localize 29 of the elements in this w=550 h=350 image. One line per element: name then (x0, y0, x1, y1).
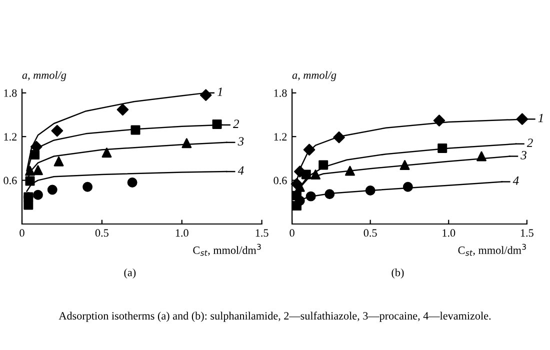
x-tick-label: 0.5 (364, 229, 377, 237)
x-tick-label: 1.5 (520, 229, 534, 237)
x-axis-title: C$_{st}$, mmol/dm$^{3}$ (458, 244, 526, 256)
y-tick-label: 1.2 (274, 133, 287, 141)
legend-label: 3 (520, 150, 526, 160)
x-tick-label: 0 (20, 229, 24, 237)
x-axis-title: C$_{st}$, mmol/dm$^{3}$ (193, 244, 261, 256)
x-tick-label: 1.0 (442, 229, 456, 237)
y-axis-title: a, mmol/g (292, 71, 336, 82)
y-tick-label: 0.6 (274, 176, 287, 184)
y-axis-title: a, mmol/g (22, 71, 66, 82)
x-tick-label: 0 (290, 229, 294, 237)
legend-label: 1 (538, 114, 543, 122)
y-tick-label: 0.6 (4, 176, 17, 184)
x-tick-label: 1.0 (176, 229, 188, 237)
legend-label: 4 (238, 166, 244, 175)
y-tick-label: 1.8 (274, 89, 287, 97)
x-tick-label: 0.5 (95, 229, 108, 237)
legend-label: 2 (233, 120, 239, 128)
legend-label: 4 (512, 176, 519, 185)
text: (b) (392, 268, 404, 279)
legend-label: 3 (238, 137, 244, 146)
text: Adsorption isotherms (a) and (b): sulphanilamide, 2—sulfathiazole, 3—procaine, 4—levamizole. (58, 312, 491, 322)
text: (a) (124, 268, 136, 279)
x-tick-label: 1.5 (256, 229, 268, 237)
legend-label: 2 (526, 138, 533, 147)
legend-label: 1 (217, 88, 222, 96)
y-tick-label: 1.8 (4, 89, 17, 97)
y-tick-label: 1.2 (4, 133, 17, 141)
